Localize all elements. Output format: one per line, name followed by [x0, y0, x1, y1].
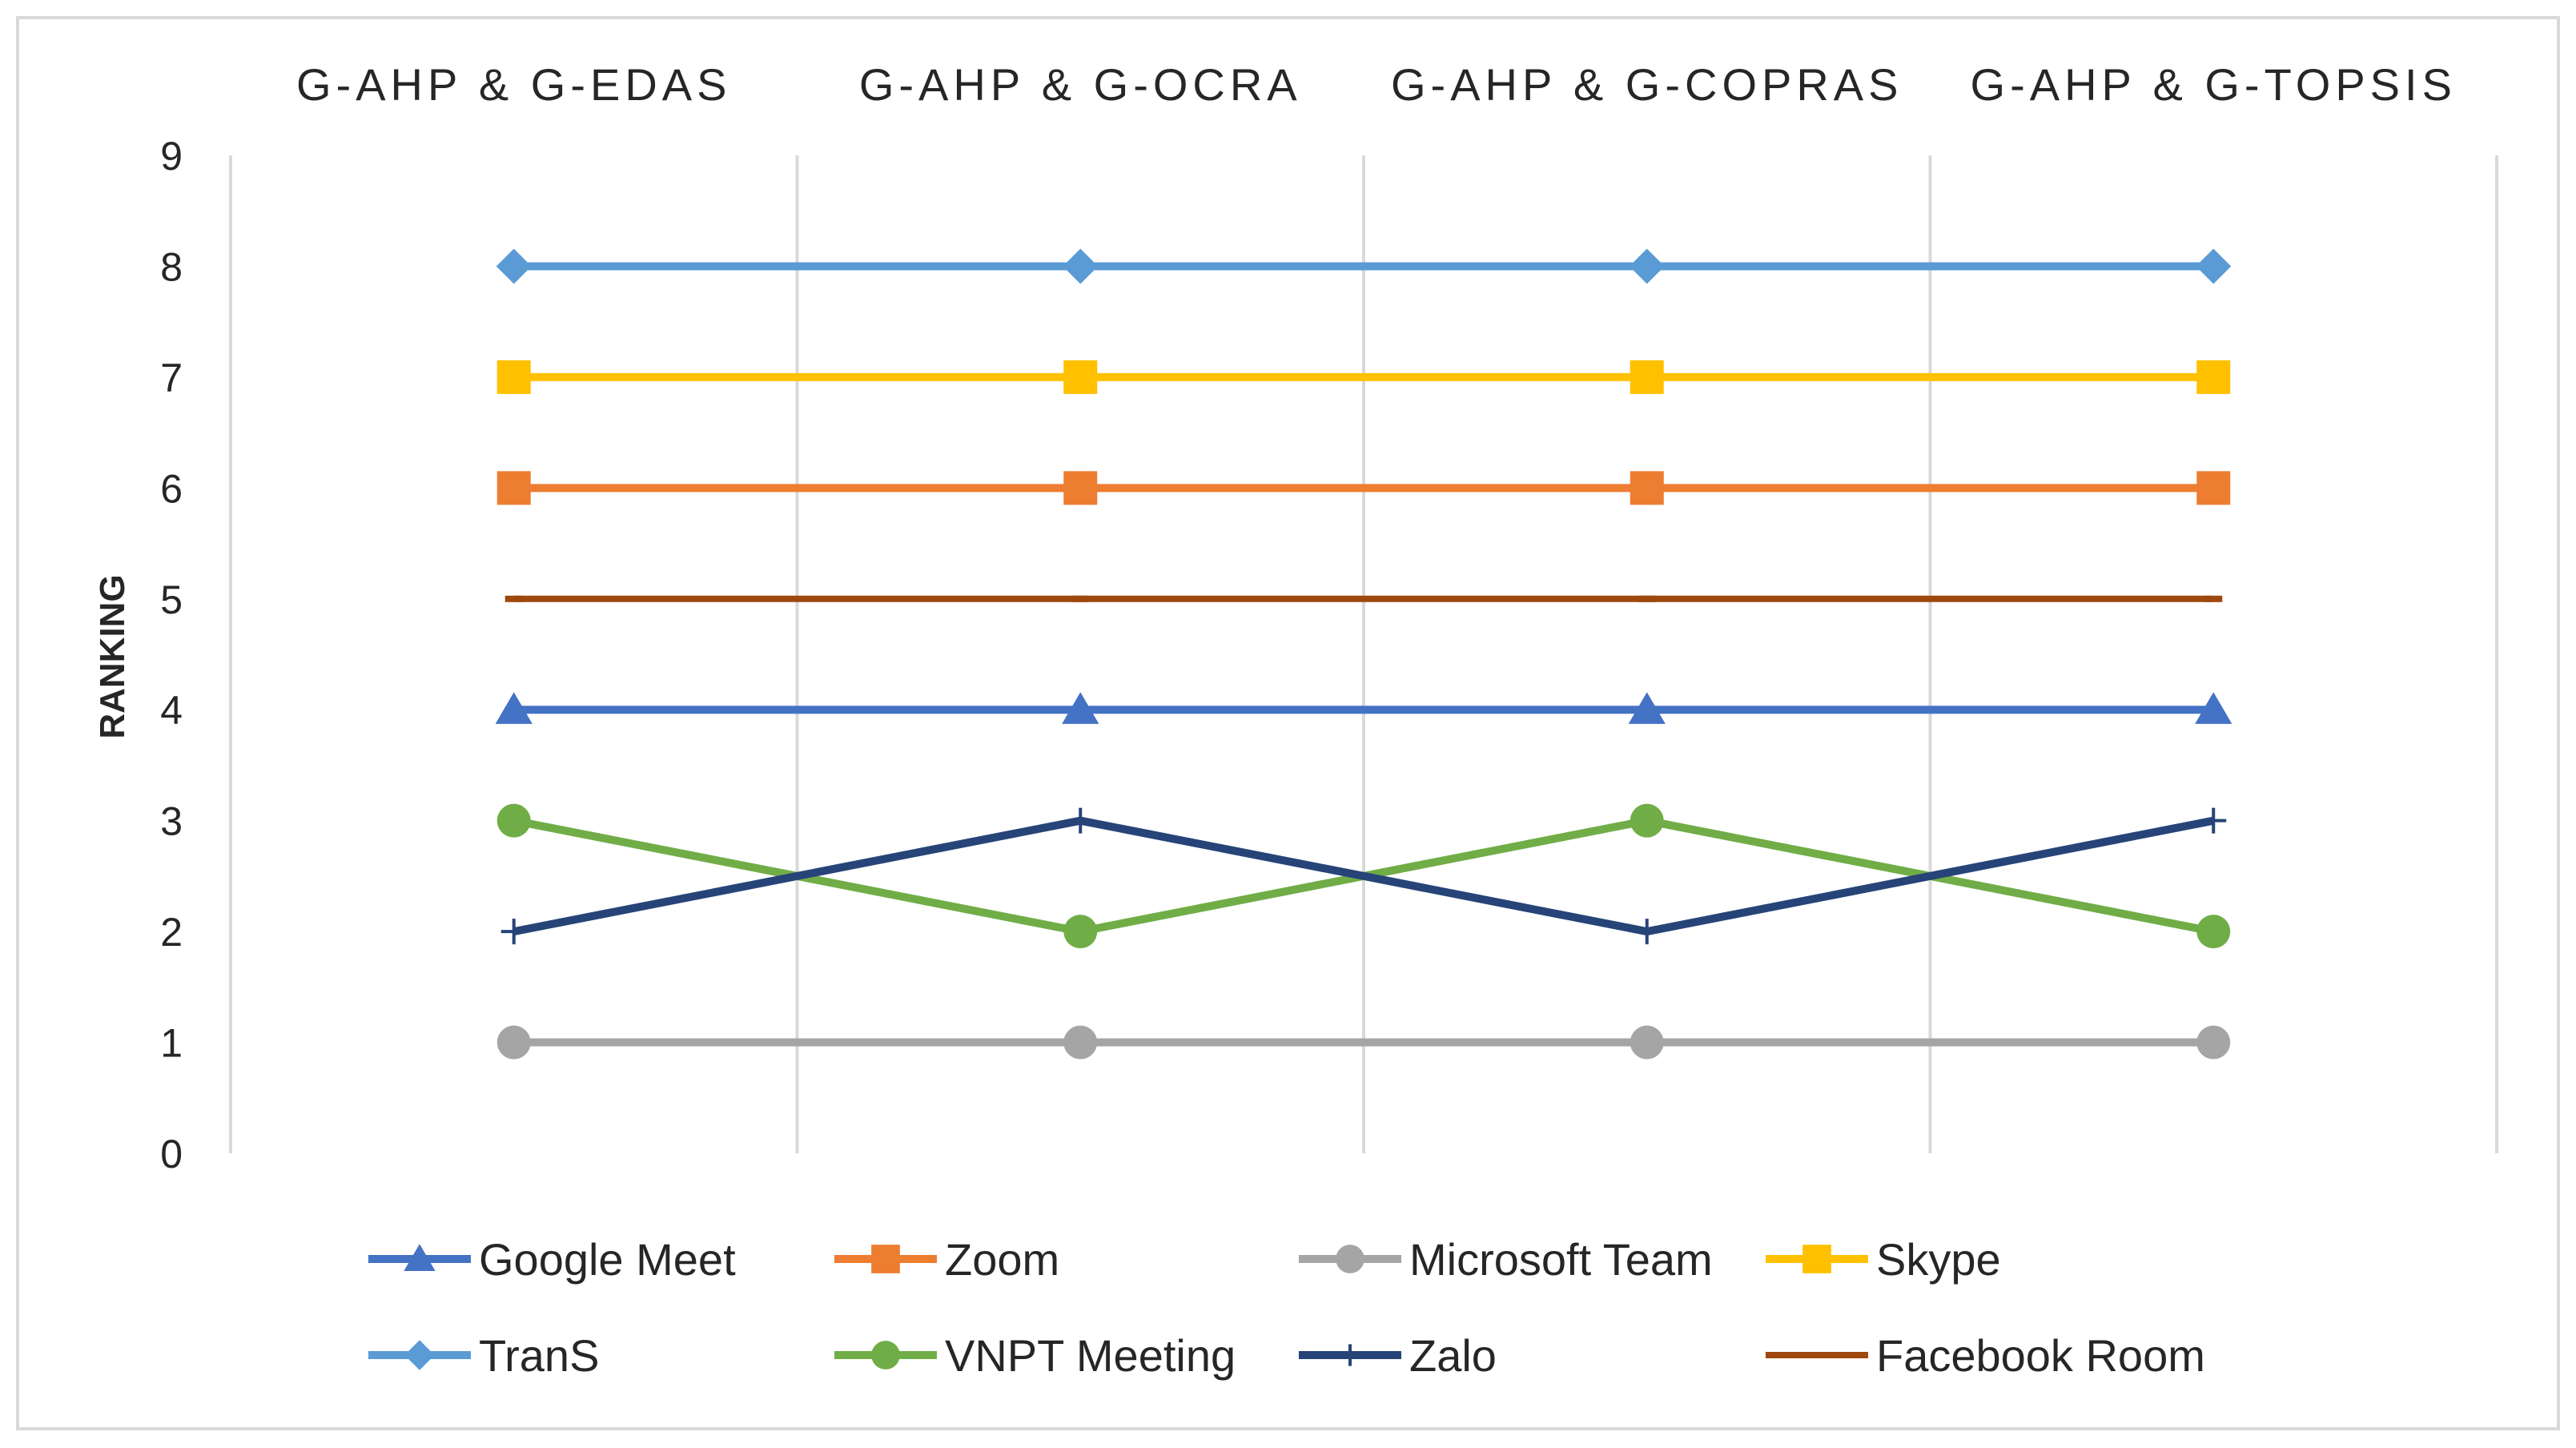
circle-marker	[1063, 1025, 1098, 1060]
chart-border	[16, 16, 2560, 1430]
square-marker	[1630, 471, 1664, 505]
grid-lines	[229, 155, 2498, 1153]
y-tick-label: 7	[160, 356, 183, 400]
legend-label: Facebook Room	[1876, 1330, 2205, 1381]
circle-marker	[1063, 915, 1098, 949]
diamond-marker	[496, 248, 532, 284]
legend-item: Facebook Room	[1766, 1330, 2205, 1381]
legend-item: TranS	[368, 1330, 599, 1381]
triangle-marker	[2195, 692, 2232, 724]
y-tick-label: 5	[160, 577, 183, 622]
legend-label: Zalo	[1409, 1330, 1497, 1381]
legend-label: Zoom	[945, 1234, 1059, 1285]
legend: Google Meet Zoom Microsoft Team Skype TranS V…	[368, 1234, 2205, 1381]
legend-label: Google Meet	[479, 1234, 736, 1285]
circle-marker	[2196, 915, 2231, 949]
series-microsoft-team	[496, 1025, 2231, 1060]
circle-marker	[1630, 803, 1664, 838]
y-axis-title: RANKING	[93, 574, 132, 738]
y-tick-label: 0	[160, 1132, 183, 1176]
diamond-marker	[1063, 248, 1099, 284]
circle-marker	[871, 1341, 900, 1370]
legend-item: VNPT Meeting	[834, 1330, 1236, 1381]
dash-marker	[2204, 595, 2223, 602]
series-trans	[496, 248, 2232, 284]
diamond-marker	[404, 1340, 435, 1370]
square-marker	[1802, 1245, 1831, 1273]
category-label: G-AHP & G-OCRA	[859, 59, 1302, 110]
series-google-meet	[495, 692, 2232, 724]
legend-item: Microsoft Team	[1299, 1234, 1713, 1285]
circle-marker	[1336, 1245, 1364, 1273]
legend-label: TranS	[479, 1330, 599, 1381]
square-marker	[2196, 471, 2231, 505]
y-tick-label: 8	[160, 244, 183, 289]
circle-marker	[496, 803, 531, 838]
triangle-marker	[1628, 692, 1666, 724]
series-zoom	[496, 471, 2231, 505]
legend-item: Zalo	[1299, 1330, 1497, 1381]
dash-marker	[1808, 1352, 1826, 1358]
square-marker	[2196, 360, 2231, 394]
triangle-marker	[404, 1244, 436, 1271]
square-marker	[496, 360, 531, 394]
circle-marker	[1630, 1025, 1664, 1060]
series-zalo	[500, 807, 2227, 945]
legend-label: Skype	[1876, 1234, 2001, 1285]
y-tick-label: 3	[160, 799, 183, 844]
category-label: G-AHP & G-TOPSIS	[1971, 59, 2457, 110]
legend-item: Skype	[1766, 1234, 2001, 1285]
triangle-marker	[495, 692, 532, 724]
legend-item: Google Meet	[368, 1234, 736, 1285]
plus-marker	[500, 919, 527, 945]
category-label: G-AHP & G-COPRAS	[1391, 59, 1903, 110]
plus-marker	[2200, 807, 2227, 834]
category-labels: G-AHP & G-EDAS G-AHP & G-OCRA G-AHP & G-CO…	[296, 59, 2457, 110]
plus-marker	[1067, 807, 1094, 834]
legend-label: VNPT Meeting	[945, 1330, 1236, 1381]
series-line	[512, 816, 2215, 936]
y-tick-label: 4	[160, 688, 183, 733]
dash-marker	[1071, 595, 1090, 602]
triangle-marker	[1062, 692, 1099, 724]
square-marker	[1063, 471, 1098, 505]
legend-label: Microsoft Team	[1409, 1234, 1713, 1285]
plus-marker	[1634, 919, 1660, 945]
y-tick-label: 6	[160, 466, 183, 511]
legend-item: Zoom	[834, 1234, 1059, 1285]
y-tick-label: 2	[160, 910, 183, 955]
dash-marker	[1638, 595, 1656, 602]
square-marker	[496, 471, 531, 505]
category-label: G-AHP & G-EDAS	[296, 59, 732, 110]
plus-marker	[1339, 1344, 1361, 1366]
square-marker	[871, 1245, 900, 1273]
circle-marker	[496, 1025, 531, 1060]
square-marker	[1630, 360, 1664, 394]
y-tick-label: 1	[160, 1021, 183, 1066]
series-skype	[496, 360, 2231, 394]
circle-marker	[2196, 1025, 2231, 1060]
diamond-marker	[2196, 248, 2232, 284]
dash-marker	[504, 595, 523, 602]
diamond-marker	[1629, 248, 1665, 284]
series-layer	[495, 248, 2232, 1060]
y-tick-label: 9	[160, 134, 183, 179]
y-axis-ticks: 0 1 2 3 4 5 6 7 8 9	[160, 134, 183, 1176]
square-marker	[1063, 360, 1098, 394]
series-facebook-room	[504, 595, 2223, 602]
